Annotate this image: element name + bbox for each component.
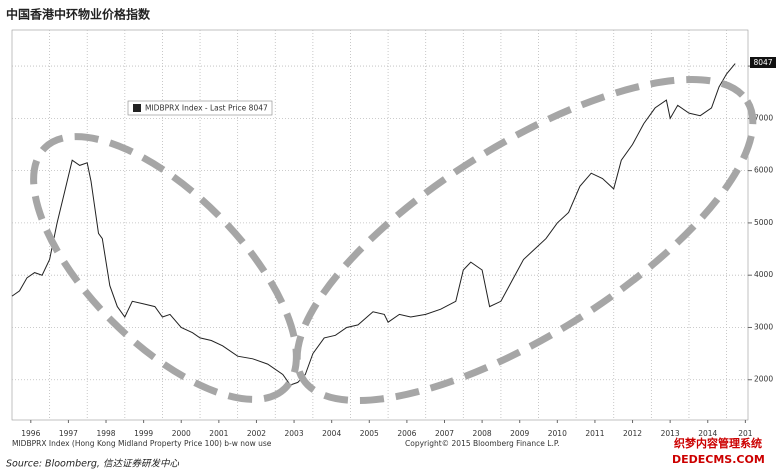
x-tick-label: 1996 [21, 429, 40, 438]
x-tick-label: 2007 [435, 429, 454, 438]
y-tick-label: 7000 [754, 113, 773, 122]
x-tick-label: 2000 [172, 429, 191, 438]
y-tick-label: 6000 [754, 166, 773, 175]
x-tick-label: 2010 [548, 429, 567, 438]
x-tick-label: 2008 [473, 429, 492, 438]
last-price-label: 8047 [753, 58, 772, 67]
x-tick-label: 201 [738, 429, 753, 438]
x-tick-label: 2009 [510, 429, 529, 438]
x-tick-label: 2014 [698, 429, 717, 438]
legend-label: MIDBPRX Index - Last Price 8047 [145, 104, 268, 113]
last-price-badge [750, 57, 776, 68]
x-tick-label: 2011 [585, 429, 604, 438]
price-line [11, 63, 736, 386]
x-tick-label: 2003 [285, 429, 304, 438]
x-tick-label: 2004 [322, 429, 341, 438]
chart-title: 中国香港中环物业价格指数 [6, 7, 151, 22]
x-tick-label: 2001 [209, 429, 228, 438]
y-tick-label: 4000 [754, 270, 773, 279]
ellipse-left [30, 133, 300, 403]
y-tick-label: 5000 [754, 218, 773, 227]
copyright: Copyright© 2015 Bloomberg Finance L.P. [405, 439, 560, 448]
x-tick-label: 2012 [623, 429, 642, 438]
x-tick-label: 1999 [134, 429, 153, 438]
x-tick-label: 2006 [397, 429, 416, 438]
watermark: 织梦内容管理系统 [674, 436, 762, 450]
x-tick-label: 2013 [661, 429, 680, 438]
plot-frame [11, 29, 749, 421]
x-tick-label: 1998 [96, 429, 115, 438]
highlight-ellipses [30, 75, 757, 405]
y-tick-label: 2000 [754, 375, 773, 384]
watermark: DEDECMS.COM [672, 453, 765, 466]
legend-swatch [133, 104, 141, 112]
ellipse-right [293, 75, 757, 405]
footnote: MIDBPRX Index (Hong Kong Midland Propert… [12, 439, 272, 448]
x-tick-label: 2002 [247, 429, 266, 438]
x-tick-label: 2005 [360, 429, 379, 438]
y-tick-label: 3000 [754, 322, 773, 331]
legend-box [127, 100, 273, 116]
x-tick-label: 1997 [59, 429, 78, 438]
source: Source: Bloomberg, 信达证券研发中心 [6, 458, 179, 470]
